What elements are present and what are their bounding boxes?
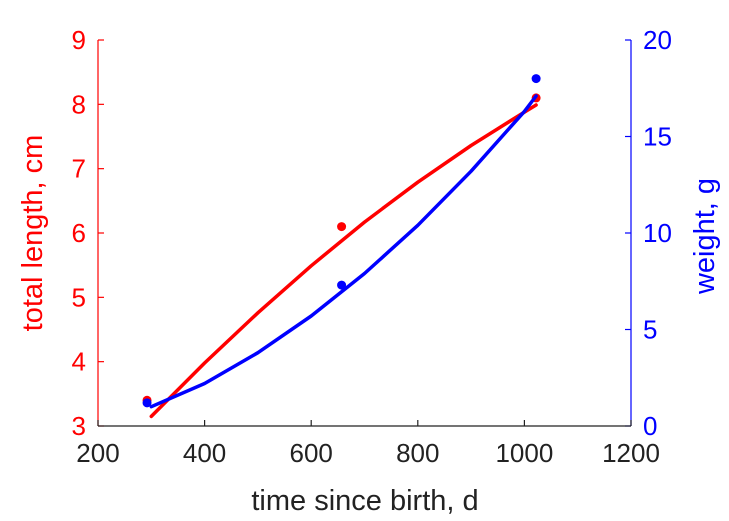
weight-fit-line bbox=[149, 94, 538, 409]
x-axis-label: time since birth, d bbox=[251, 485, 478, 517]
length-data-point bbox=[337, 222, 347, 232]
left-axis-label: total length, cm bbox=[17, 135, 49, 332]
weight-data-point bbox=[337, 280, 347, 290]
weight-data-point bbox=[531, 74, 541, 84]
right-tick-label: 5 bbox=[643, 315, 657, 345]
left-tick-label: 6 bbox=[72, 218, 86, 248]
x-tick-label: 400 bbox=[183, 438, 226, 468]
right-axis-label: weight, g bbox=[689, 178, 721, 295]
left-tick-label: 4 bbox=[72, 347, 86, 377]
x-tick-label: 800 bbox=[396, 438, 439, 468]
right-tick-label: 10 bbox=[643, 218, 672, 248]
x-tick-label: 1200 bbox=[602, 438, 660, 468]
x-axis: 200 400 600 800 1000 1200 bbox=[76, 420, 660, 468]
length-fit-line bbox=[149, 103, 538, 419]
right-tick-label: 15 bbox=[643, 122, 672, 152]
left-tick-label: 5 bbox=[72, 282, 86, 312]
right-tick-label: 0 bbox=[643, 411, 657, 441]
left-tick-label: 7 bbox=[72, 154, 86, 184]
left-axis: 3 4 5 6 7 8 9 bbox=[72, 25, 104, 441]
series-layer bbox=[142, 74, 541, 419]
left-tick-label: 3 bbox=[72, 411, 86, 441]
x-tick-label: 600 bbox=[290, 438, 333, 468]
right-axis: 0 5 10 15 20 bbox=[625, 25, 672, 441]
x-tick-label: 1000 bbox=[495, 438, 553, 468]
x-tick-label: 200 bbox=[76, 438, 119, 468]
weight-data-point bbox=[142, 398, 152, 408]
left-tick-label: 9 bbox=[72, 25, 86, 55]
right-tick-label: 20 bbox=[643, 25, 672, 55]
left-tick-label: 8 bbox=[72, 89, 86, 119]
